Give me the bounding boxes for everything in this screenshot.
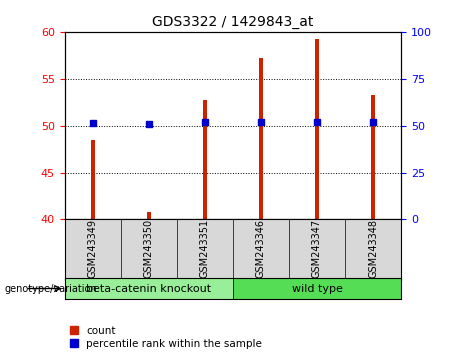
Bar (315, 39, 319, 219)
Point (257, 120, 265, 125)
Text: GSM243350: GSM243350 (144, 219, 154, 279)
Bar (65, 278, 233, 299)
Bar (91, 140, 95, 219)
Text: genotype/variation: genotype/variation (5, 284, 97, 294)
Point (201, 119, 208, 124)
Legend: count, percentile rank within the sample: count, percentile rank within the sample (70, 326, 262, 349)
Point (369, 120, 377, 125)
Text: GSM243346: GSM243346 (256, 219, 266, 279)
Bar (233, 278, 401, 299)
Text: GSM243349: GSM243349 (88, 219, 98, 279)
Title: GDS3322 / 1429843_at: GDS3322 / 1429843_at (152, 16, 313, 29)
Bar (203, 100, 207, 219)
Text: GSM243347: GSM243347 (312, 219, 322, 279)
Text: beta-catenin knockout: beta-catenin knockout (86, 284, 211, 293)
Text: GSM243348: GSM243348 (368, 219, 378, 279)
Text: GSM243351: GSM243351 (200, 219, 210, 279)
Bar (147, 212, 151, 219)
Text: wild type: wild type (291, 284, 343, 293)
Point (145, 121, 152, 127)
Point (313, 119, 321, 124)
Bar (259, 58, 263, 219)
Point (89, 120, 96, 126)
Bar (371, 95, 375, 219)
